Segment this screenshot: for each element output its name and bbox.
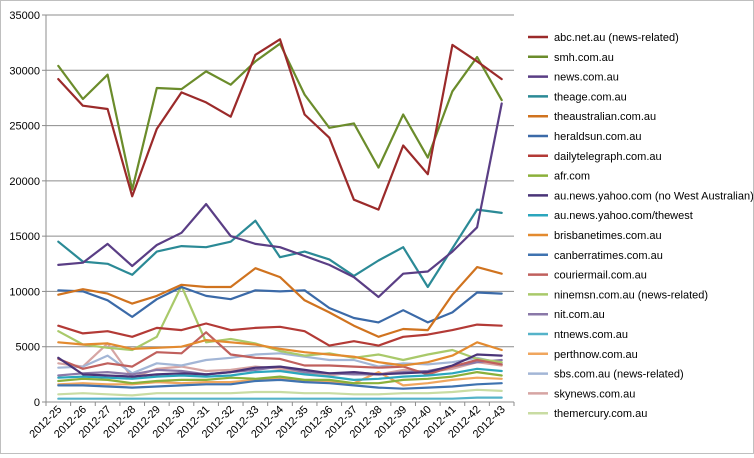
legend-label: skynews.com.au (554, 388, 635, 400)
legend-label: news.com.au (554, 72, 619, 84)
legend-label: afr.com (554, 171, 590, 183)
legend-label: heraldsun.com.au (554, 131, 641, 143)
legend-label: perthnow.com.au (554, 349, 638, 361)
series-line-13 (57, 284, 503, 364)
series-line-8 (57, 353, 503, 378)
legend-label: au.news.yahoo.com (no West Australian) (554, 190, 753, 202)
legend-label: abc.net.au (news-related) (554, 32, 679, 44)
x-axis: 2012-252012-262012-272012-282012-292012-… (27, 401, 515, 441)
legend-label: themercury.com.au (554, 408, 647, 420)
y-tick-label: 25000 (9, 121, 40, 133)
y-tick-label: 15000 (9, 231, 40, 243)
legend-label: au.news.yahoo.com/thewest (554, 210, 693, 222)
legend: abc.net.au (news-related) smh.com.au news.… (528, 32, 754, 420)
y-tick-label: 0 (34, 397, 40, 409)
legend-label: couriermail.com.au (554, 270, 647, 282)
legend-label: nit.com.au (554, 309, 605, 321)
legend-label: dailytelegraph.com.au (554, 151, 662, 163)
series-line-19 (57, 388, 503, 397)
legend-label: ninemsn.com.au (news-related) (554, 289, 708, 301)
legend-label: ntnews.com.au (554, 329, 628, 341)
series-line-4 (57, 266, 503, 338)
series-line-7 (57, 371, 503, 385)
y-tick-label: 35000 (9, 10, 40, 22)
legend-label: sbs.com.au (news-related) (554, 369, 684, 381)
y-tick-label: 5000 (16, 342, 40, 354)
y-tick-label: 10000 (9, 286, 40, 298)
series-line-11 (57, 378, 503, 390)
legend-label: theaustralian.com.au (554, 111, 656, 123)
series-line-2 (57, 102, 503, 299)
legend-label: canberratimes.com.au (554, 250, 663, 262)
series-line-3 (57, 208, 503, 289)
series-line-10 (57, 339, 503, 367)
legend-label: smh.com.au (554, 52, 614, 64)
y-tick-label: 20000 (9, 176, 40, 188)
y-tick-label: 30000 (9, 65, 40, 77)
series-line-6 (57, 322, 503, 347)
y-axis: 0 5000 10000 15000 20000 25000 30000 35000 (9, 10, 47, 409)
series-line-15 (57, 396, 503, 400)
gridlines (46, 14, 514, 403)
series-line-5 (57, 285, 503, 324)
series-line-1 (57, 42, 503, 191)
series-line-9 (57, 367, 503, 381)
legend-label: brisbanetimes.com.au (554, 230, 662, 242)
series-line-0 (57, 38, 503, 211)
series-lines (57, 38, 503, 400)
legend-label: theage.com.au (554, 91, 627, 103)
